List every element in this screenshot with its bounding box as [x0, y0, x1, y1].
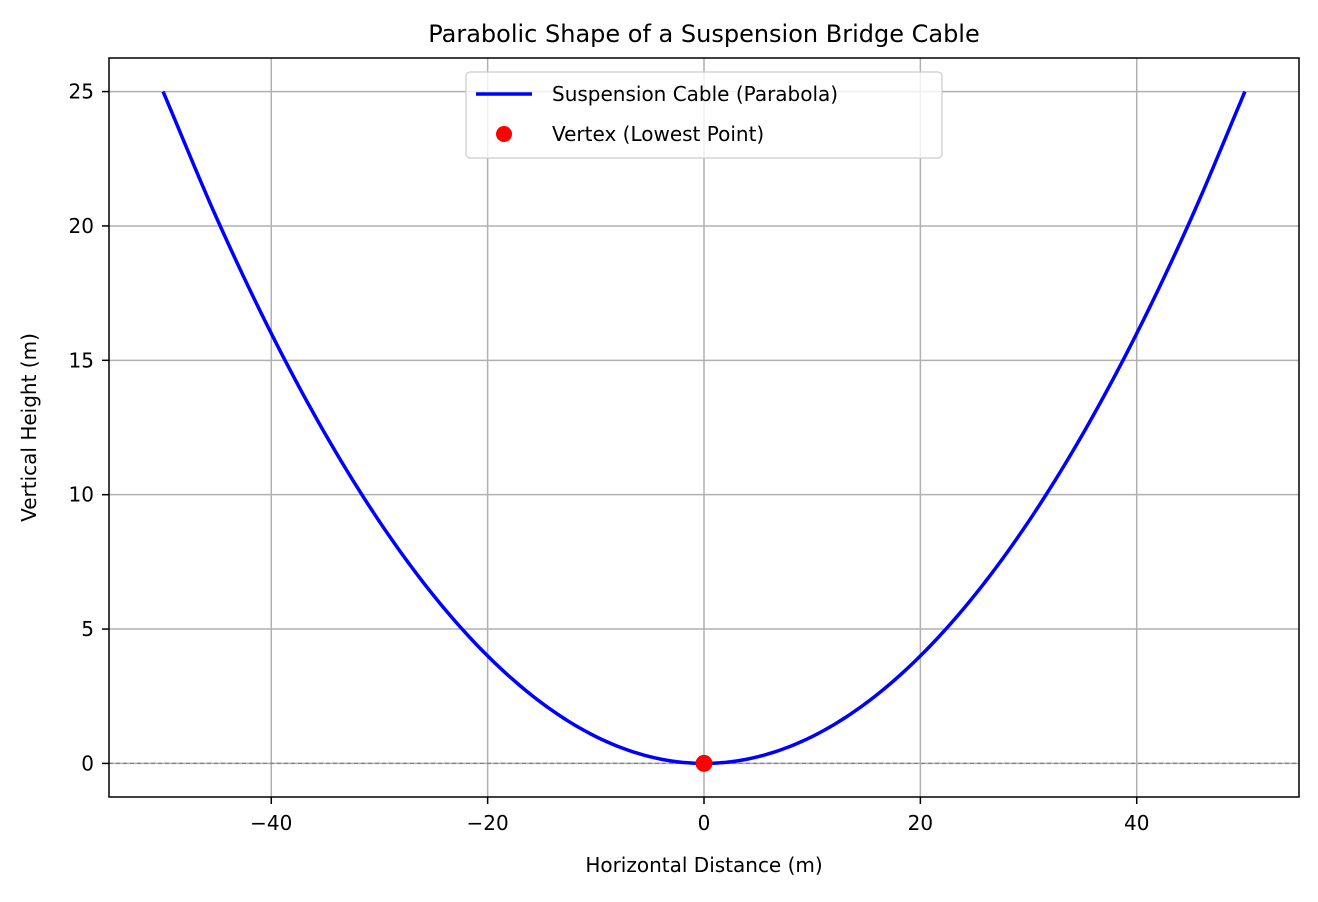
- axis-ticks: −40 −20 0 20 40 0 5 10 15 20 25: [69, 80, 1150, 835]
- series-layer: [161, 90, 1247, 772]
- y-axis-label: Vertical Height (m): [17, 333, 41, 522]
- legend-label-cable: Suspension Cable (Parabola): [552, 82, 838, 106]
- x-tick-label: −20: [467, 811, 509, 835]
- grid-lines: [109, 58, 1299, 797]
- x-tick-label: −40: [250, 811, 292, 835]
- legend-label-vertex: Vertex (Lowest Point): [552, 122, 764, 146]
- y-tick-label: 10: [69, 483, 94, 507]
- legend-box: [465, 71, 943, 159]
- y-tick-label: 20: [69, 214, 94, 238]
- y-tick-label: 25: [69, 80, 94, 104]
- y-tick-label: 5: [81, 617, 94, 641]
- x-axis-label: Horizontal Distance (m): [585, 853, 822, 877]
- y-tick-label: 15: [69, 348, 94, 372]
- y-tick-label: 0: [81, 751, 94, 775]
- x-tick-label: 40: [1124, 811, 1149, 835]
- x-tick-label: 0: [698, 811, 711, 835]
- legend-marker-swatch: [496, 126, 512, 142]
- chart-title: Parabolic Shape of a Suspension Bridge C…: [428, 20, 979, 48]
- legend: Suspension Cable (Parabola) Vertex (Lowe…: [465, 71, 943, 159]
- data-point-vertex: [695, 754, 713, 772]
- x-tick-label: 20: [908, 811, 933, 835]
